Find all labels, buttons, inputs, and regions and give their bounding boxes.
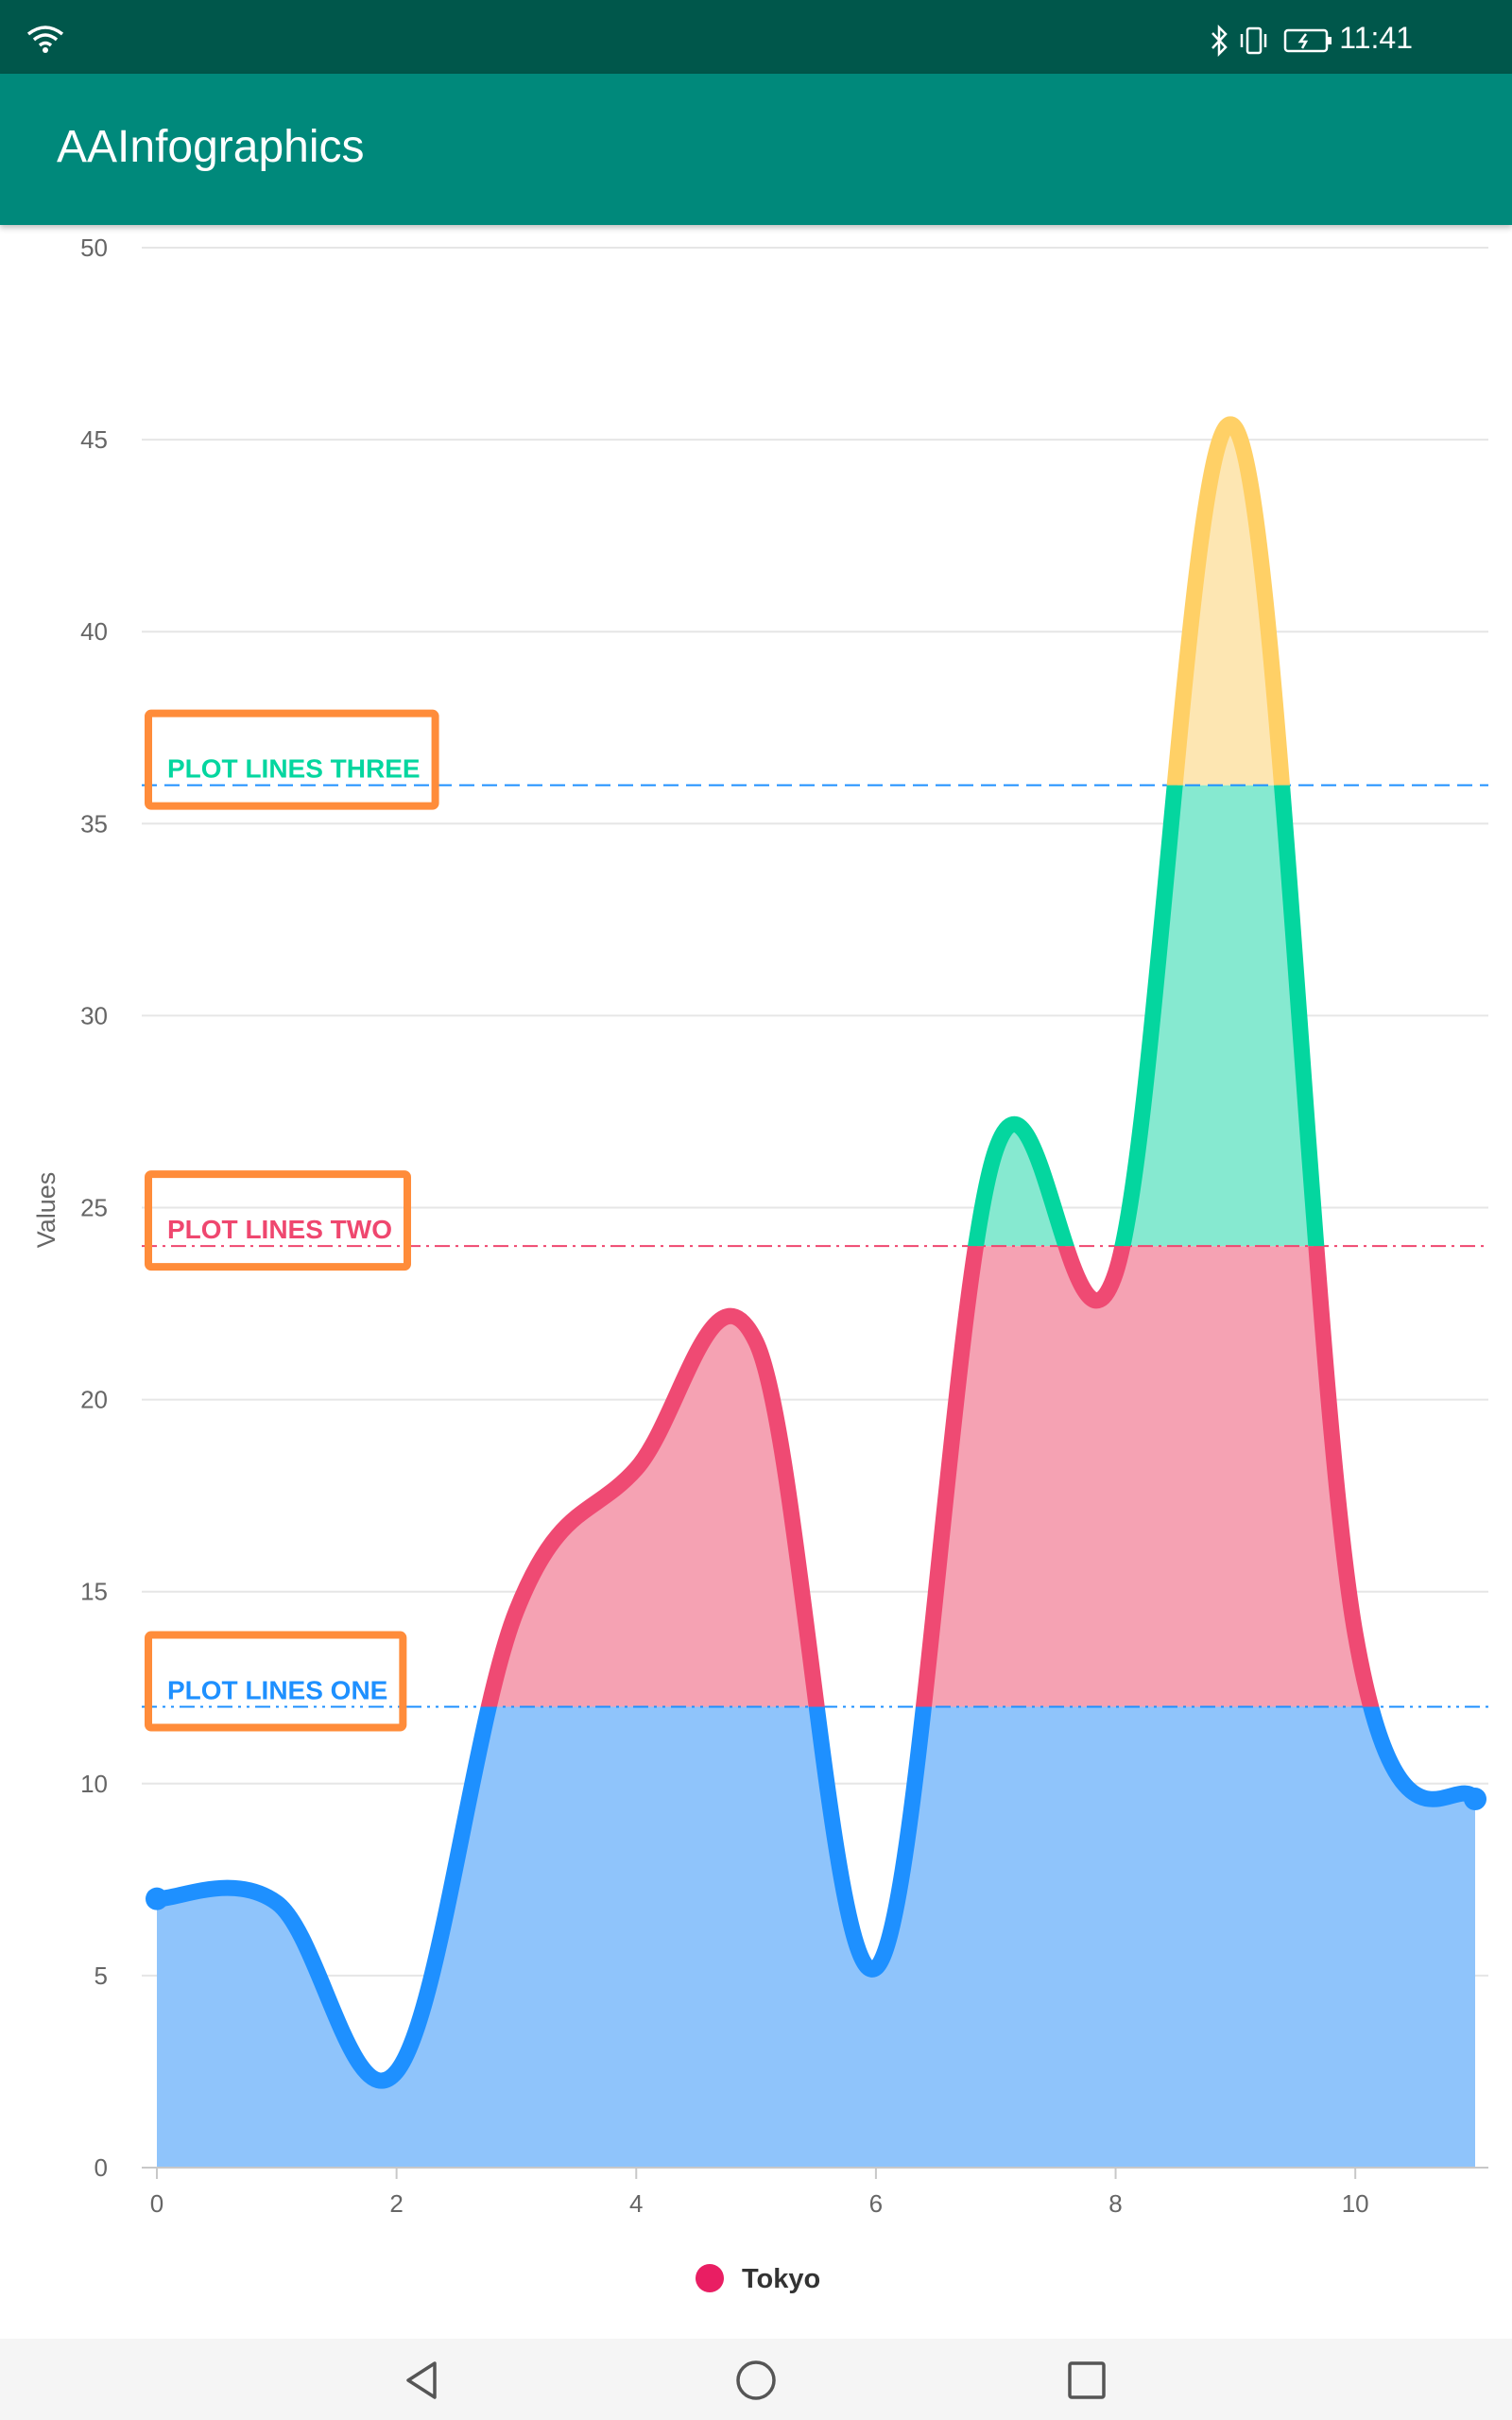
y-tick-label: 0 — [94, 2153, 108, 2182]
home-icon[interactable] — [728, 2352, 784, 2409]
y-tick-label: 50 — [80, 233, 108, 262]
bluetooth-icon — [1211, 25, 1228, 57]
app-bar: AAInfographics — [0, 74, 1512, 225]
data-point — [146, 1887, 168, 1910]
x-tick-label: 8 — [1108, 2189, 1122, 2218]
x-tick-label: 2 — [389, 2189, 403, 2218]
back-icon[interactable] — [395, 2352, 452, 2409]
x-tick-label: 10 — [1342, 2189, 1369, 2218]
app-title: AAInfographics — [57, 122, 365, 172]
annotation-box — [145, 1170, 411, 1271]
legend-marker — [696, 2264, 724, 2292]
vibrate-icon — [1240, 26, 1267, 55]
y-tick-label: 20 — [80, 1386, 108, 1414]
battery-icon — [1283, 28, 1332, 53]
series-line-zone — [1166, 416, 1291, 786]
status-time: 11:41 — [1339, 21, 1413, 55]
legend[interactable]: Tokyo — [696, 2264, 820, 2294]
y-tick-label: 10 — [80, 1770, 108, 1798]
series-line-zone — [480, 1246, 1380, 1707]
area-zone-fill — [157, 1706, 1475, 2168]
series-line — [146, 416, 1486, 2089]
plot-line-label: PLOT LINES TWO — [167, 1215, 392, 1244]
axes: 0 5 10 15 20 25 30 35 40 45 50 0 2 4 6 8 10 — [80, 233, 1488, 2218]
y-tick-label: 30 — [80, 1001, 108, 1029]
status-bar: 11:41 — [0, 0, 1512, 74]
plot-line-label: PLOT LINES ONE — [167, 1676, 387, 1705]
y-tick-label: 35 — [80, 809, 108, 838]
plot-line-labels: PLOT LINES ONE PLOT LINES TWO PLOT LINES T… — [145, 709, 439, 1732]
area-zone-fill — [489, 1246, 1371, 1707]
x-tick-label: 0 — [150, 2189, 163, 2218]
area-zone-fill — [975, 785, 1316, 1247]
annotation-box — [145, 1631, 407, 1732]
x-tick-label: 4 — [629, 2189, 643, 2218]
data-point — [1464, 1788, 1486, 1811]
y-tick-label: 5 — [94, 1962, 108, 1990]
annotation-box — [145, 709, 439, 810]
y-tick-label: 45 — [80, 425, 108, 454]
plot-line-label: PLOT LINES THREE — [167, 754, 421, 784]
y-tick-label: 15 — [80, 1578, 108, 1606]
x-tick-label: 6 — [869, 2189, 883, 2218]
navigation-bar — [0, 2339, 1512, 2420]
wifi-icon — [26, 26, 64, 53]
chart: 0 5 10 15 20 25 30 35 40 45 50 0 2 4 6 8 10 PLOT LINES O… — [32, 233, 1488, 2294]
y-tick-label: 25 — [80, 1194, 108, 1222]
y-tick-label: 40 — [80, 617, 108, 646]
series-line-zone — [148, 1706, 1484, 2089]
legend-label[interactable]: Tokyo — [742, 2264, 820, 2294]
y-axis-title: Values — [32, 1172, 60, 1249]
recents-icon[interactable] — [1058, 2352, 1115, 2409]
